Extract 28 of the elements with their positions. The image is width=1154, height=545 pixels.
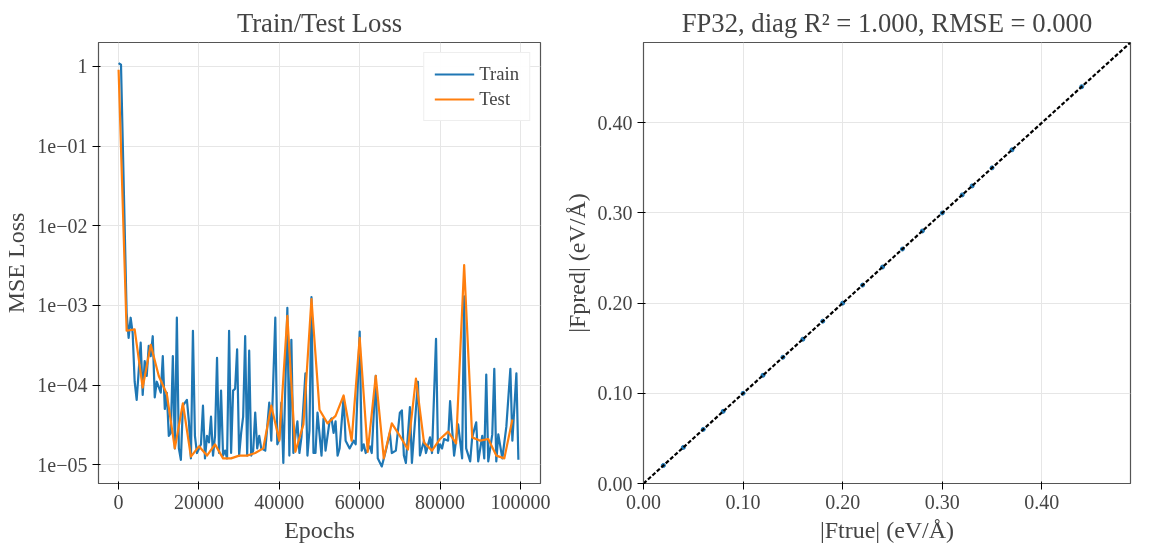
y-tick-label: 1e−05 <box>37 453 88 476</box>
x-tick-label: 0.40 <box>1024 490 1060 513</box>
x-tick-label: 0.30 <box>924 490 960 513</box>
y-tick-label: 1e−03 <box>37 294 88 317</box>
legend-label: Test <box>479 88 511 110</box>
x-tick-label: 60000 <box>334 490 385 513</box>
x-tick-label: 20000 <box>173 490 224 513</box>
y-tick-label: 0.30 <box>597 201 633 224</box>
y-tick-label: 0.10 <box>597 382 633 405</box>
chart-title: Train/Test Loss <box>236 7 403 38</box>
y-tick-label: 0.40 <box>597 111 633 134</box>
x-tick-label: 80000 <box>415 490 466 513</box>
y-tick-label: 1e−04 <box>37 374 88 397</box>
y-tick-label: 1e−01 <box>37 135 88 158</box>
chart-title: FP32, diag R² = 1.000, RMSE = 0.000 <box>681 7 1093 38</box>
y-tick-label: 1e−02 <box>37 214 88 237</box>
x-tick-label: 0.10 <box>725 490 761 513</box>
y-axis-title: MSE Loss <box>3 212 30 314</box>
x-tick-label: 0.20 <box>825 490 861 513</box>
legend-label: Train <box>479 63 519 85</box>
x-tick-label: 100000 <box>490 490 551 513</box>
x-axis-title: |Ftrue| (eV/Å) <box>819 516 955 543</box>
y-tick-label: 0.20 <box>597 292 633 315</box>
x-tick-label: 0 <box>113 490 124 513</box>
y-axis-title: |Fpred| (eV/Å) <box>563 193 590 333</box>
x-axis-title: Epochs <box>284 516 355 543</box>
y-tick-label: 1 <box>77 55 88 78</box>
x-tick-label: 40000 <box>254 490 305 513</box>
